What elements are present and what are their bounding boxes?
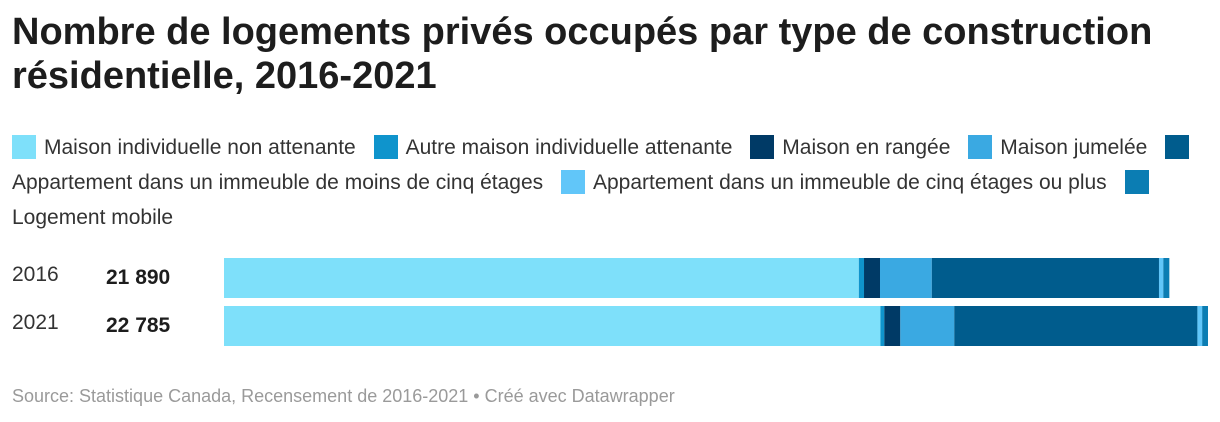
legend-label: Maison individuelle non attenante [44,136,356,159]
bar-segment-2021-7 [1202,306,1208,346]
legend-label: Autre maison individuelle attenante [405,136,733,159]
legend-item: Maison individuelle non attenante [12,135,356,159]
legend-label: Logement mobile [12,206,174,229]
legend: Maison individuelle non attenante Autre … [12,130,1212,235]
legend-label: Maison jumelée [1000,136,1148,159]
legend-item: Appartement dans un immeuble de moins de… [12,135,1197,194]
bar-segment-2016-2 [858,258,865,298]
row-label-2016: 2016 [12,263,59,286]
legend-swatch [373,135,398,159]
legend-item: Maison en rangée [750,135,951,159]
legend-item: Autre maison individuelle attenante [373,135,733,159]
row-label-2021: 2021 [12,311,59,334]
legend-label: Maison en rangée [782,136,951,159]
bar-segment-2016-4 [880,258,932,298]
bar-segment-2016-5 [931,258,1159,298]
legend-swatch [1165,135,1190,159]
bar-segment-2021-6 [1197,306,1203,346]
source-note: Source: Statistique Canada, Recensement … [12,386,675,406]
legend-label: Appartement dans un immeuble de cinq éta… [593,171,1107,194]
legend-label: Appartement dans un immeuble de moins de… [12,171,544,194]
legend-swatch [750,135,775,159]
chart-title: Nombre de logements privés occupés par t… [12,11,1153,97]
bar-segment-2016-6 [1158,258,1164,298]
row-total-2016: 21 890 [106,266,171,289]
bar-segment-2021-3 [884,306,901,346]
bar-segment-2021-4 [900,306,955,346]
bar-segment-2016-7 [1163,258,1170,298]
row-total-2021: 22 785 [106,314,171,337]
bar-segment-2021-1 [224,306,881,346]
bar-segment-2021-2 [880,306,885,346]
legend-swatch [561,170,585,194]
bar-segment-2016-1 [224,258,859,298]
legend-swatch [1124,170,1149,194]
legend-swatch [968,135,993,159]
legend-item: Logement mobile [12,170,1157,229]
bar-segment-2021-5 [954,306,1198,346]
legend-swatch [12,135,36,159]
legend-item: Maison jumelée [968,135,1148,159]
legend-item: Appartement dans un immeuble de cinq éta… [561,170,1107,194]
bar-segment-2016-3 [864,258,880,298]
